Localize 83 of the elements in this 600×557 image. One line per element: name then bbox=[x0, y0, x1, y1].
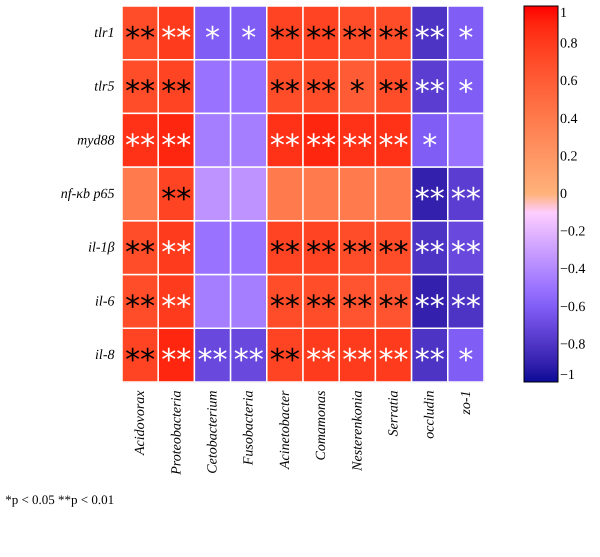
data-label: ** bbox=[161, 74, 192, 110]
data-label: ** bbox=[161, 182, 192, 217]
data-label: ** bbox=[234, 343, 264, 378]
data-label: ** bbox=[450, 182, 481, 217]
color-bar-label: −0.4 bbox=[560, 262, 586, 278]
data-label: ** bbox=[414, 343, 445, 378]
color-bar-label: 0.4 bbox=[560, 112, 578, 127]
data-label: ** bbox=[198, 343, 228, 378]
data-label: ** bbox=[161, 20, 192, 56]
y-tick-label: il-6 bbox=[95, 294, 114, 310]
data-label: ** bbox=[414, 236, 445, 271]
data-label: ** bbox=[342, 236, 372, 271]
data-label: ** bbox=[270, 128, 300, 164]
data-label: ** bbox=[270, 289, 300, 324]
data-label: ** bbox=[378, 236, 408, 271]
data-label: ** bbox=[161, 343, 192, 378]
color-bar-label: −0.6 bbox=[560, 300, 586, 315]
data-label: ** bbox=[161, 236, 192, 271]
data-label: ** bbox=[306, 74, 336, 110]
text: *p < 0.05 **p < 0.01 bbox=[5, 492, 114, 508]
data-label: ** bbox=[414, 74, 445, 110]
color-bar-label: 0.8 bbox=[560, 36, 578, 52]
data-label: ** bbox=[414, 182, 445, 217]
color-bar-label: 0 bbox=[560, 187, 567, 202]
data-label: ** bbox=[270, 343, 300, 378]
data-label: ** bbox=[342, 289, 372, 324]
data-label: ** bbox=[161, 289, 192, 324]
x-tick-label: zo-1 bbox=[458, 390, 474, 416]
y-tick-label: il-8 bbox=[95, 348, 114, 364]
data-label: ** bbox=[378, 289, 408, 324]
data-label: ** bbox=[378, 74, 408, 110]
y-tick-label: tlr1 bbox=[94, 26, 114, 41]
data-label: ** bbox=[306, 128, 336, 164]
data-label: * bbox=[205, 20, 220, 56]
data-label: ** bbox=[270, 20, 300, 56]
color-bar-label: 0.2 bbox=[560, 149, 578, 164]
data-label: ** bbox=[414, 289, 445, 324]
y-tick-label: nf-κb p65 bbox=[60, 187, 114, 202]
data-label: ** bbox=[125, 236, 156, 271]
data-label: ** bbox=[414, 20, 445, 56]
data-label: * bbox=[241, 20, 256, 56]
data-label: ** bbox=[270, 74, 300, 110]
x-tick-label: Proteobacteria bbox=[169, 390, 184, 476]
y-tick-label: myd88 bbox=[77, 133, 114, 148]
data-label: * bbox=[458, 74, 474, 110]
color-bar-label: −0.2 bbox=[560, 224, 586, 240]
data-label: ** bbox=[378, 343, 408, 378]
data-label: ** bbox=[270, 236, 300, 271]
data-label: ** bbox=[125, 74, 156, 110]
data-label: ** bbox=[342, 128, 372, 164]
data-label: ** bbox=[378, 20, 408, 56]
data-label: ** bbox=[450, 236, 481, 271]
data-label: ** bbox=[306, 236, 336, 271]
data-label: ** bbox=[161, 128, 192, 164]
data-label: ** bbox=[125, 128, 156, 164]
x-tick-label: Comamonas bbox=[314, 390, 330, 461]
color-bar-label: −0.8 bbox=[560, 337, 586, 352]
data-label: ** bbox=[306, 343, 336, 378]
y-tick-label: tlr5 bbox=[94, 80, 114, 95]
data-label: ** bbox=[125, 343, 156, 378]
x-tick-label: Cetobacterium bbox=[206, 390, 220, 474]
data-label: * bbox=[458, 20, 474, 56]
data-label: ** bbox=[342, 343, 372, 378]
color-bar-label: −1 bbox=[560, 368, 575, 383]
y-tick-label: il-1β bbox=[88, 240, 115, 256]
x-tick-label: Fusobacteria bbox=[242, 390, 257, 466]
data-label: ** bbox=[125, 289, 156, 324]
x-tick-label: occludin bbox=[422, 390, 438, 439]
data-label: ** bbox=[306, 20, 336, 56]
color-bar-label: 1 bbox=[560, 6, 567, 21]
data-label: ** bbox=[378, 128, 408, 164]
data-label: ** bbox=[125, 20, 156, 56]
x-tick-label: Acidovorax bbox=[133, 390, 148, 456]
x-tick-label: Acinetobacter bbox=[278, 390, 293, 470]
x-tick-label: Nesterenkonia bbox=[350, 390, 366, 472]
data-label: ** bbox=[342, 20, 372, 56]
x-tick-label: Serratia bbox=[386, 390, 402, 436]
data-label: * bbox=[350, 74, 365, 110]
data-label: * bbox=[458, 343, 474, 378]
color-bar-label: 0.6 bbox=[560, 74, 578, 90]
data-label: ** bbox=[450, 289, 481, 324]
data-label: ** bbox=[306, 289, 336, 324]
data-label: * bbox=[422, 128, 438, 164]
